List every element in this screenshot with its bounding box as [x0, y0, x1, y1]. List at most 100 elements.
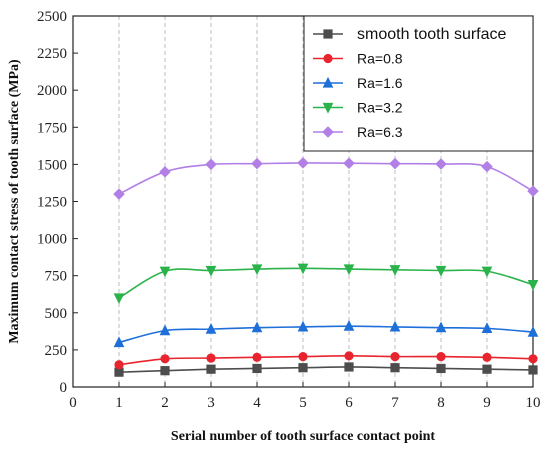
- data-point: [436, 363, 446, 374]
- data-point: [297, 157, 309, 169]
- data-point: [481, 266, 493, 278]
- data-point: [251, 321, 263, 333]
- data-point: [297, 320, 309, 332]
- series-line: [118, 366, 534, 373]
- y-tick-label: 2000: [37, 83, 67, 99]
- y-tick-label: 0: [60, 380, 68, 396]
- series-1: [114, 362, 538, 377]
- data-point: [114, 360, 124, 370]
- data-point: [482, 364, 492, 374]
- data-point: [435, 321, 447, 333]
- data-point: [528, 354, 538, 364]
- legend-entry: Ra=6.3: [313, 124, 403, 140]
- data-point: [205, 265, 217, 277]
- data-point: [113, 293, 125, 305]
- data-point: [298, 351, 308, 362]
- legend-entry: Ra=0.8: [313, 51, 403, 67]
- data-point: [252, 363, 262, 374]
- y-tick-label: 1000: [37, 232, 67, 248]
- data-point: [343, 320, 355, 331]
- legend-entry: smooth tooth surface: [313, 26, 507, 43]
- data-point: [343, 157, 355, 169]
- x-tick-label: 4: [253, 395, 261, 411]
- legend-label: Ra=0.8: [357, 51, 403, 67]
- y-tick-label: 1250: [37, 195, 67, 211]
- legend-entry: Ra=1.6: [313, 75, 403, 91]
- series-3: [113, 320, 539, 348]
- legend-entry: Ra=3.2: [313, 100, 403, 116]
- data-point: [481, 322, 493, 333]
- data-point: [206, 353, 216, 363]
- y-tick-label: 1500: [37, 157, 67, 173]
- data-point: [159, 166, 171, 178]
- data-point: [482, 352, 492, 362]
- data-point: [251, 264, 263, 276]
- data-point: [527, 280, 539, 291]
- x-tick-label: 7: [391, 395, 399, 411]
- y-tick-label: 750: [45, 269, 68, 285]
- data-point: [436, 351, 446, 362]
- x-axis-title: Serial number of tooth surface contact p…: [171, 429, 435, 444]
- legend-marker: [322, 102, 334, 114]
- legend-marker: [322, 76, 334, 88]
- series-line: [118, 325, 534, 344]
- series-5: [113, 157, 539, 200]
- series-layer: [113, 157, 539, 377]
- data-point: [251, 157, 263, 170]
- x-tick-label: 3: [207, 395, 215, 411]
- y-tick-label: 2250: [37, 46, 67, 62]
- axis-ticks: 0 1 2 3 4 5 6 7 8 9 10 0 250 500 750 1000 1250 1500 1750 20…: [37, 9, 541, 411]
- data-point: [389, 320, 401, 332]
- x-tick-label: 2: [161, 395, 169, 411]
- x-tick-label: 6: [345, 395, 353, 411]
- data-point: [205, 323, 217, 334]
- series-line: [118, 267, 534, 299]
- x-tick-label: 8: [437, 395, 445, 411]
- x-tick-label: 10: [526, 395, 541, 411]
- series-line: [118, 162, 534, 195]
- series-line: [118, 355, 534, 366]
- data-point: [252, 352, 262, 362]
- y-axis-title: Maximum contact stress of tooth surface …: [7, 59, 22, 344]
- data-point: [160, 366, 170, 376]
- data-point: [390, 363, 400, 373]
- legend-marker: [323, 29, 333, 39]
- data-point: [389, 157, 401, 170]
- legend-marker: [323, 53, 333, 64]
- y-tick-label: 250: [45, 343, 68, 359]
- data-point: [206, 364, 216, 374]
- data-point: [298, 363, 308, 373]
- data-point: [435, 265, 447, 277]
- legend-label: Ra=6.3: [357, 124, 403, 140]
- series-2: [114, 351, 538, 370]
- legend-label: smooth tooth surface: [357, 26, 507, 43]
- legend-label: Ra=3.2: [357, 100, 403, 116]
- data-point: [343, 264, 355, 276]
- x-tick-label: 0: [69, 395, 77, 411]
- data-point: [344, 351, 354, 361]
- x-tick-label: 5: [299, 395, 307, 411]
- x-tick-label: 9: [483, 395, 491, 411]
- data-point: [527, 325, 539, 337]
- data-point: [527, 185, 539, 197]
- data-point: [159, 324, 171, 336]
- data-point: [159, 266, 171, 278]
- data-point: [297, 263, 309, 275]
- series-4: [113, 263, 539, 305]
- y-tick-label: 500: [45, 306, 68, 322]
- y-tick-label: 1750: [37, 120, 67, 136]
- data-point: [435, 158, 447, 170]
- legend-marker: [322, 126, 334, 138]
- y-tick-label: 2500: [37, 9, 67, 25]
- data-point: [389, 265, 401, 276]
- data-point: [205, 158, 217, 171]
- data-point: [528, 365, 538, 375]
- data-point: [390, 351, 400, 362]
- legend: smooth tooth surface Ra=0.8 Ra=1.6 Ra=3.2 Ra…: [303, 15, 534, 152]
- data-point: [481, 160, 493, 173]
- data-point: [344, 362, 354, 372]
- legend-label: Ra=1.6: [357, 75, 403, 91]
- data-point: [160, 354, 170, 364]
- data-point: [113, 188, 125, 200]
